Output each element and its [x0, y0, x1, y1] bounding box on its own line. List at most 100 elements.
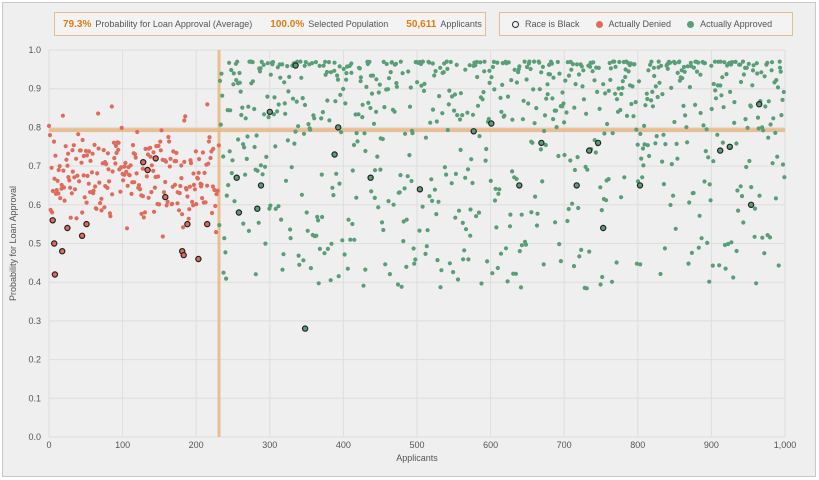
approved-point	[478, 60, 483, 65]
approved-point	[257, 69, 263, 74]
denied-point	[96, 111, 101, 116]
approved-point	[689, 250, 695, 255]
approved-point	[657, 80, 662, 85]
approved-point	[329, 241, 334, 246]
approved-point	[646, 68, 651, 73]
approved-point	[623, 67, 628, 72]
approved-point	[299, 75, 304, 80]
approved-point	[685, 64, 690, 69]
approved-point	[652, 73, 657, 79]
approved-point	[485, 259, 490, 264]
denied-point	[187, 184, 192, 189]
approved-point	[579, 64, 584, 69]
approved-point	[524, 77, 529, 82]
denied-point	[116, 147, 121, 152]
denied-point	[96, 146, 101, 151]
approved-point	[750, 68, 756, 73]
approved-point	[669, 162, 674, 167]
denied-point	[52, 176, 57, 181]
approved-point	[460, 220, 465, 225]
approved-point	[573, 82, 578, 87]
approved-point	[362, 131, 367, 136]
approved-point	[665, 66, 670, 71]
approved-point	[738, 62, 743, 67]
approved-point	[541, 262, 546, 267]
approved-point	[698, 72, 703, 77]
approved-point	[707, 182, 712, 187]
approved-point	[463, 175, 468, 180]
approved-point	[298, 59, 303, 64]
approved-point	[480, 97, 485, 102]
approved-point	[372, 195, 377, 200]
approved-point	[707, 279, 712, 284]
approved-point	[354, 131, 359, 136]
race-black-point	[152, 155, 159, 162]
denied-point	[146, 195, 151, 200]
approved-point	[651, 65, 657, 70]
approved-point	[617, 59, 622, 65]
stat-label: Applicants	[440, 19, 482, 29]
approved-point	[483, 158, 488, 163]
approved-point	[348, 237, 353, 242]
approved-point	[271, 112, 276, 117]
approved-point	[601, 82, 606, 87]
approved-point	[498, 251, 504, 256]
approved-point	[660, 92, 665, 97]
approved-point	[286, 89, 291, 94]
approved-point	[781, 89, 786, 95]
approved-point	[680, 76, 685, 81]
approved-point	[451, 270, 456, 275]
approved-point	[263, 241, 268, 246]
approved-point	[537, 87, 542, 92]
approved-point	[226, 183, 231, 188]
race-black-point	[266, 108, 273, 116]
approved-point	[682, 69, 687, 74]
approved-point	[289, 165, 294, 170]
approved-point	[344, 77, 349, 82]
x-tick-label: 300	[262, 440, 277, 450]
denied-point	[80, 210, 85, 215]
approved-point	[237, 70, 242, 76]
race-black-point	[516, 182, 523, 189]
x-tick-label: 500	[409, 440, 424, 450]
approved-point	[669, 85, 674, 90]
approved-point	[697, 213, 702, 218]
legend-item-race-black[interactable]: Race is Black	[512, 19, 580, 29]
denied-point	[68, 185, 73, 190]
approved-point	[246, 104, 251, 109]
legend-item-actually-approved[interactable]: Actually Approved	[687, 19, 772, 29]
denied-point	[84, 200, 89, 205]
denied-point	[97, 180, 102, 185]
approved-point	[710, 263, 715, 268]
approved-point	[510, 117, 515, 122]
denied-point	[205, 102, 210, 107]
approved-point	[556, 153, 561, 159]
approved-point	[446, 102, 451, 107]
approved-point	[301, 258, 306, 263]
approved-point	[634, 261, 640, 266]
approved-point	[508, 212, 513, 217]
approved-point	[709, 106, 714, 112]
approved-point	[645, 143, 650, 148]
approved-point	[265, 94, 270, 99]
approved-point	[288, 227, 293, 232]
approved-point	[736, 208, 741, 213]
denied-point	[122, 164, 127, 169]
approved-point	[701, 123, 706, 128]
approved-point	[509, 78, 514, 83]
approved-point	[487, 80, 492, 85]
denied-point	[90, 151, 95, 156]
approved-point	[223, 250, 228, 255]
approved-point	[719, 93, 724, 98]
denied-point	[159, 128, 164, 133]
approved-point	[685, 140, 690, 145]
approved-point	[283, 111, 288, 116]
approved-point	[453, 215, 458, 220]
approved-point	[487, 68, 492, 73]
approved-point	[726, 241, 731, 247]
approved-point	[350, 168, 355, 173]
legend-item-actually-denied[interactable]: Actually Denied	[595, 19, 671, 29]
denied-point	[197, 157, 202, 162]
denied-point	[177, 191, 182, 196]
denied-point	[110, 169, 115, 174]
